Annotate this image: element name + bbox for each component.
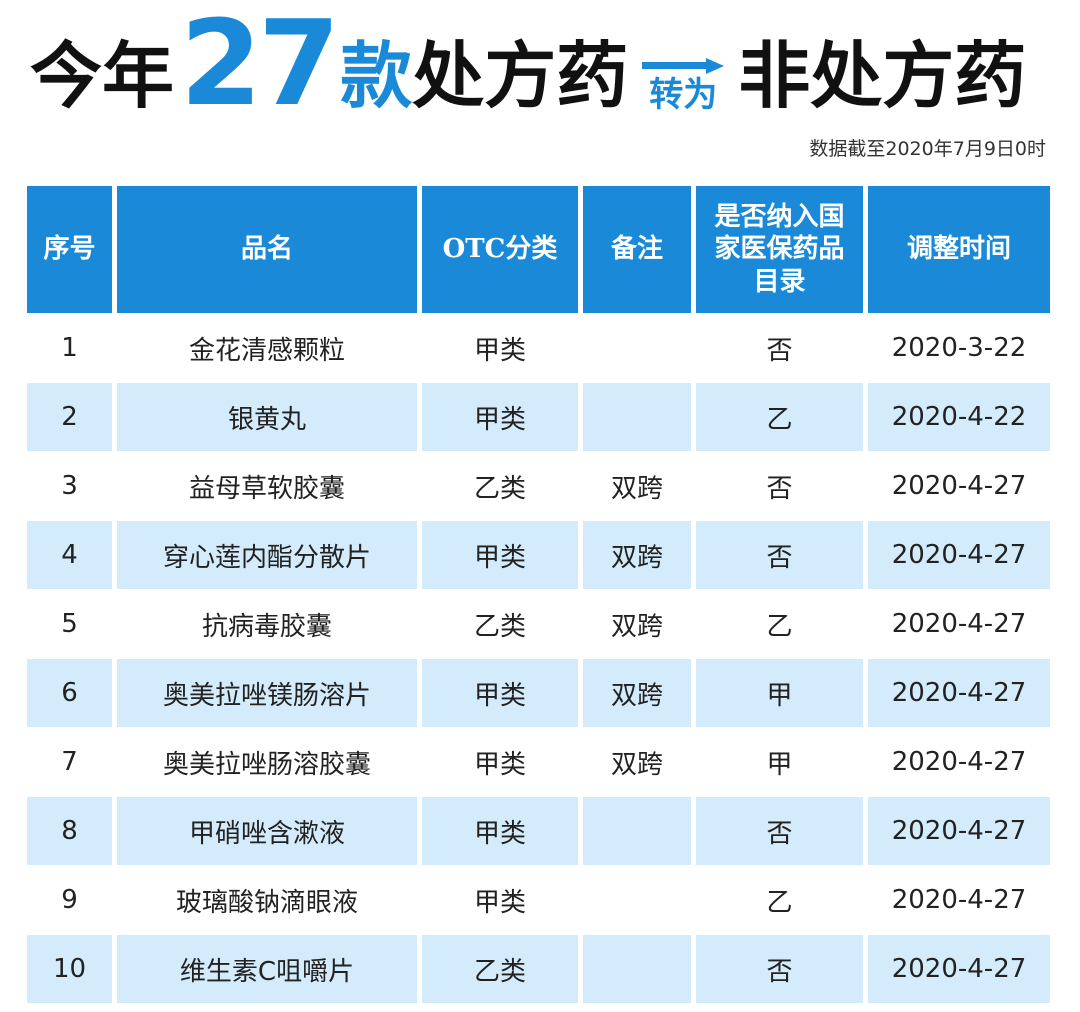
cell-date: 2020-4-22 [868,383,1050,451]
cell-index: 9 [61,885,78,915]
table-row: 2 银黄丸 甲类 乙 2020-4-22 [27,383,1050,451]
cell-name: 益母草软胶囊 [188,473,345,504]
cell-otc: 甲类 [473,335,526,366]
right-arrow-icon [642,58,725,74]
arrow-group: 转为 [642,58,725,115]
cell-index: 10 [27,935,112,1003]
cell-name: 玻璃酸钠滴眼液 [175,887,358,918]
cell-remark: 双跨 [610,611,663,642]
title-part3: 处方药 [412,33,629,118]
cell-remark: 双跨 [610,749,663,780]
cell-otc: 甲类 [473,887,526,918]
cell-index: 8 [27,797,112,865]
title-part1: 今年 [30,33,175,118]
cell-insurance: 乙 [766,887,793,918]
cell-date: 2020-4-27 [891,747,1027,777]
cell-date: 2020-4-27 [891,609,1027,639]
cell-index: 5 [61,609,78,639]
cell-insurance: 甲 [696,659,863,727]
header-date: 调整时间 [868,186,1050,313]
header-index: 序号 [27,186,112,313]
cell-insurance: 乙 [696,383,863,451]
header-remark: 备注 [583,186,691,313]
cell-insurance: 否 [696,521,863,589]
title-part2: 款 [340,33,413,118]
cell-date: 2020-4-27 [891,885,1027,915]
cell-insurance: 甲 [766,749,793,780]
table-row: 10 维生素C咀嚼片 乙类 否 2020-4-27 [27,935,1050,1003]
cell-name: 甲硝唑含漱液 [117,797,417,865]
header-insurance-text: 是否纳入国家医保药品目录 [714,201,845,297]
header-insurance: 是否纳入国家医保药品目录 [696,186,863,313]
cell-insurance: 否 [696,797,863,865]
cell-remark: 双跨 [610,473,663,504]
cell-remark: 双跨 [583,659,691,727]
cell-insurance: 否 [766,473,793,504]
table-header-row: 序号 品名 OTC分类 备注 是否纳入国家医保药品目录 调整时间 [27,186,1050,313]
table-row: 1 金花清感颗粒 甲类 否 2020-3-22 [27,314,1050,382]
cell-date: 2020-3-22 [891,333,1027,363]
cell-name: 穿心莲内酯分散片 [117,521,417,589]
cell-name: 奥美拉唑肠溶胶囊 [162,749,371,780]
cell-date: 2020-4-27 [868,521,1050,589]
cell-name: 抗病毒胶囊 [201,611,332,642]
data-date-note: 数据截至2020年7月9日0时 [809,138,1046,160]
table-row: 8 甲硝唑含漱液 甲类 否 2020-4-27 [27,797,1050,865]
table-row: 6 奥美拉唑镁肠溶片 甲类 双跨甲 2020-4-27 [27,659,1050,727]
cell-index: 7 [61,747,78,777]
cell-remark: 双跨 [583,521,691,589]
title-part4: 非处方药 [738,33,1027,118]
cell-otc: 乙类 [422,935,578,1003]
cell-date: 2020-4-27 [868,659,1050,727]
cell-insurance: 乙 [766,611,793,642]
table-row: 5 抗病毒胶囊 乙类 双跨 乙 2020-4-27 [27,590,1050,658]
cell-index: 1 [61,333,78,363]
header-otc: OTC分类 [422,186,578,313]
cell-otc: 甲类 [422,521,578,589]
drug-table: 序号 品名 OTC分类 备注 是否纳入国家医保药品目录 调整时间 1 金花清感颗粒… [22,185,1055,1004]
page-title: 今年 27 款 处方药 转为 非处方药 [30,0,1027,132]
cell-otc: 乙类 [473,611,526,642]
arrow-label: 转为 [649,75,718,115]
cell-remark [583,797,691,865]
cell-insurance: 否 [696,935,863,1003]
cell-date: 2020-4-27 [868,797,1050,865]
table-row: 3 益母草软胶囊 乙类 双跨 否 2020-4-27 [27,452,1050,520]
cell-date: 2020-4-27 [868,935,1050,1003]
cell-index: 2 [27,383,112,451]
cell-remark [583,383,691,451]
table-row: 4 穿心莲内酯分散片 甲类 双跨否 2020-4-27 [27,521,1050,589]
table-row: 7 奥美拉唑肠溶胶囊 甲类 双跨 甲 2020-4-27 [27,728,1050,796]
cell-otc: 甲类 [473,749,526,780]
cell-index: 6 [27,659,112,727]
title-number: 27 [180,0,340,132]
cell-otc: 乙类 [473,473,526,504]
cell-name: 金花清感颗粒 [188,335,345,366]
cell-otc: 甲类 [422,797,578,865]
cell-remark [583,314,691,382]
cell-insurance: 否 [766,335,793,366]
cell-name: 维生素C咀嚼片 [117,935,417,1003]
cell-date: 2020-4-27 [891,471,1027,501]
cell-index: 4 [27,521,112,589]
header-name: 品名 [117,186,417,313]
cell-otc: 甲类 [422,659,578,727]
cell-otc: 甲类 [422,383,578,451]
cell-name: 银黄丸 [117,383,417,451]
cell-name: 奥美拉唑镁肠溶片 [117,659,417,727]
cell-index: 3 [61,471,78,501]
cell-remark [583,935,691,1003]
cell-remark [583,866,691,934]
table-row: 9 玻璃酸钠滴眼液 甲类 乙 2020-4-27 [27,866,1050,934]
